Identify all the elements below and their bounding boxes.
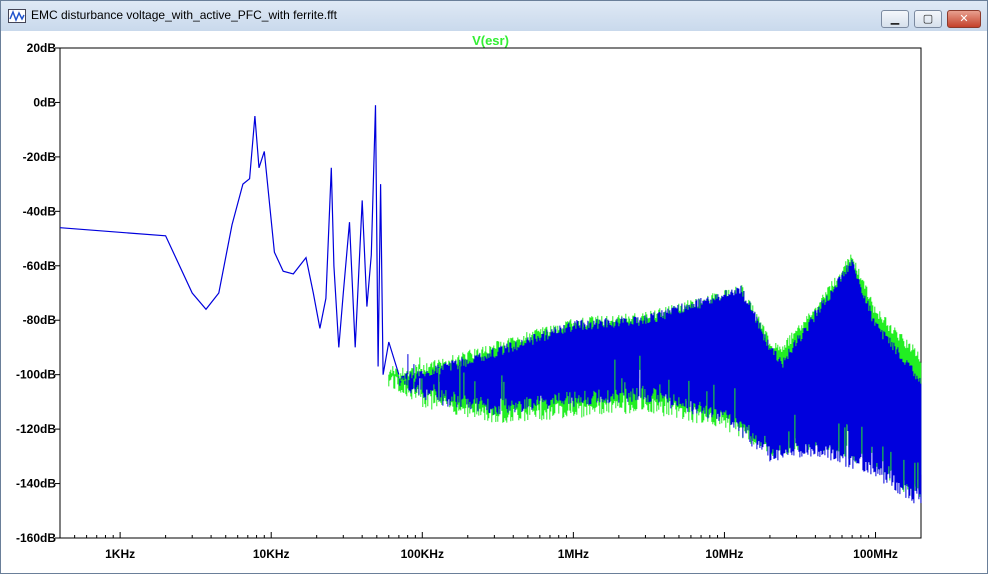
y-tick-label: -80dB [23,313,57,327]
x-tick-label: 100KHz [401,547,444,561]
y-tick-label: -20dB [23,150,57,164]
y-tick-label: 20dB [27,41,57,55]
close-button[interactable]: ✕ [947,10,981,28]
minimize-button[interactable]: ▁ [881,10,909,28]
plot-frame [59,47,922,539]
maximize-button[interactable]: ▢ [914,10,942,28]
x-tick-label: 10KHz [253,547,290,561]
window-title: EMC disturbance voltage_with_active_PFC_… [31,8,337,22]
minimize-icon: ▁ [890,12,900,25]
y-tick-label: -100dB [16,368,56,382]
y-tick-label: 0dB [33,95,56,109]
y-tick-label: -140dB [16,477,56,491]
series-blue-trace [59,105,400,375]
x-tick-label: 1KHz [105,547,135,561]
maximize-icon: ▢ [922,12,934,25]
waveform-icon [8,9,26,23]
close-icon: ✕ [959,12,969,25]
x-tick-label: 1MHz [558,547,589,561]
y-tick-label: -60dB [23,259,57,273]
chart-title: V(esr) [472,33,509,48]
title-bar[interactable]: EMC disturbance voltage_with_active_PFC_… [1,1,987,31]
y-tick-label: -160dB [16,531,56,545]
y-tick-label: -120dB [16,422,56,436]
y-tick-label: -40dB [23,204,57,218]
series-blue-band [398,259,922,504]
x-tick-label: 100MHz [853,547,898,561]
x-tick-label: 10MHz [705,547,743,561]
